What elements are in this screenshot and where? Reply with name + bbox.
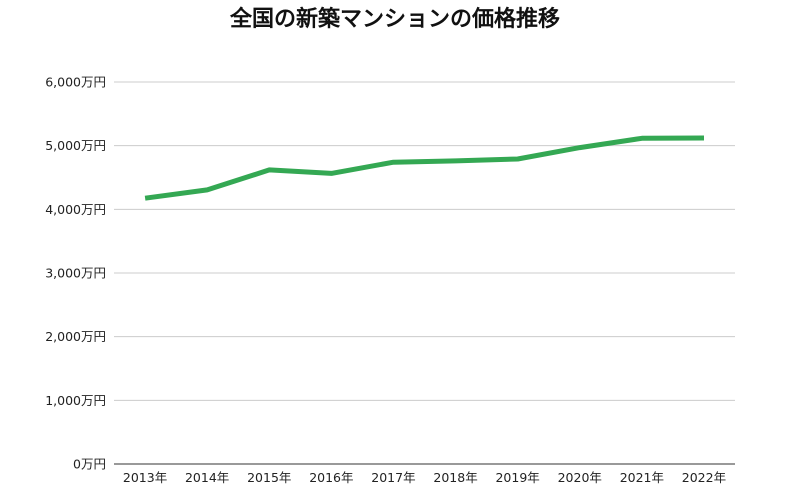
y-tick-label: 1,000万円 <box>45 393 106 408</box>
y-axis-tick-labels: 0万円 1,000万円 2,000万円 3,000万円 4,000万円 5,000万円 6,… <box>45 75 106 472</box>
series-line-0 <box>144 135 705 201</box>
x-tick-label: 2018年 <box>433 470 477 485</box>
x-tick-label: 2015年 <box>247 470 291 485</box>
x-tick-label: 2017年 <box>371 470 415 485</box>
x-tick-label: 2022年 <box>682 470 726 485</box>
x-tick-label: 2013年 <box>123 470 167 485</box>
gridlines <box>114 81 735 401</box>
y-tick-label: 2,000万円 <box>45 329 106 344</box>
series-layer <box>144 135 705 201</box>
chart-title: 全国の新築マンションの価格推移 <box>229 6 560 32</box>
x-axis-tick-labels: 2013年 2014年 2015年 2016年 2017年 2018年 2019年 2020年… <box>123 470 726 485</box>
x-tick-label: 2020年 <box>558 470 602 485</box>
x-tick-label: 2019年 <box>495 470 539 485</box>
y-tick-label: 3,000万円 <box>45 266 106 281</box>
x-tick-label: 2014年 <box>185 470 229 485</box>
y-tick-label: 0万円 <box>73 457 106 472</box>
y-tick-label: 4,000万円 <box>45 202 106 217</box>
y-tick-label: 6,000万円 <box>45 75 106 90</box>
x-tick-label: 2021年 <box>620 470 664 485</box>
y-tick-label: 5,000万円 <box>45 138 106 153</box>
x-tick-label: 2016年 <box>309 470 353 485</box>
